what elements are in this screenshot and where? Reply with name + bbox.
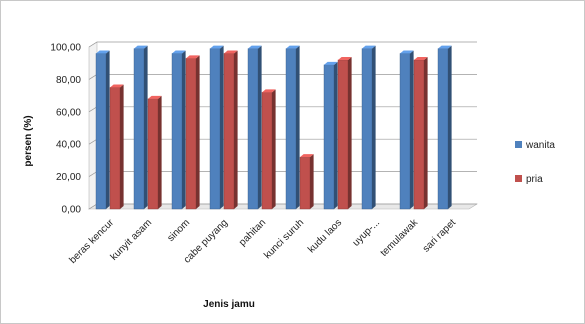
y-tick-label: 40,00: [56, 140, 81, 151]
y-tick-label: 20,00: [56, 172, 81, 183]
bar-pria-6: [337, 56, 352, 210]
bar-pria-2: [185, 55, 200, 210]
bar-wanita-6: [323, 61, 338, 210]
legend-swatch-pria: [515, 175, 522, 182]
x-tick-label: pahitan: [237, 217, 268, 248]
x-tick-label: kunci suruh: [262, 217, 306, 261]
y-tick-label: 0,00: [62, 205, 82, 216]
bar-pria-0: [109, 84, 124, 210]
bar-wanita-0: [95, 50, 110, 210]
bar-wanita-7: [361, 45, 376, 210]
x-tick-label: uyup-...: [351, 217, 382, 248]
y-axis-title: persen (%): [23, 115, 34, 166]
legend-label-pria: pria: [526, 174, 543, 185]
bar-wanita-4: [247, 45, 262, 210]
bar-wanita-3: [209, 45, 224, 210]
legend: wanita pria: [515, 140, 555, 185]
x-tick-label: temulawak: [379, 217, 421, 259]
x-tick-label: sinom: [165, 217, 192, 244]
gridline: [88, 41, 477, 48]
bars: [95, 45, 452, 210]
y-tick-label: 80,00: [56, 75, 81, 86]
x-tick-label: kudu laos: [306, 217, 344, 255]
bar-wanita-5: [285, 45, 300, 210]
x-tick-label: kunyit asam: [109, 217, 155, 263]
y-tick-labels: 0,00 20,00 40,00 60,00 80,00 100,00: [50, 43, 81, 216]
y-tick-label: 60,00: [56, 107, 81, 118]
bar-wanita-8: [399, 50, 414, 210]
x-tick-label: sari rapet: [421, 217, 458, 254]
bar-wanita-1: [133, 45, 148, 210]
bar-pria-8: [413, 56, 428, 210]
legend-swatch-wanita: [515, 141, 522, 148]
bar-wanita-2: [171, 50, 186, 210]
bar-wanita-9: [437, 45, 452, 210]
bar-pria-4: [261, 89, 276, 210]
bar-pria-5: [299, 154, 314, 210]
bar-pria-3: [223, 50, 238, 210]
y-tick-label: 100,00: [50, 43, 81, 54]
bar-pria-1: [147, 95, 162, 210]
legend-label-wanita: wanita: [525, 140, 555, 151]
x-axis-title: Jenis jamu: [203, 299, 255, 310]
x-tick-label: beras kencur: [67, 217, 116, 266]
